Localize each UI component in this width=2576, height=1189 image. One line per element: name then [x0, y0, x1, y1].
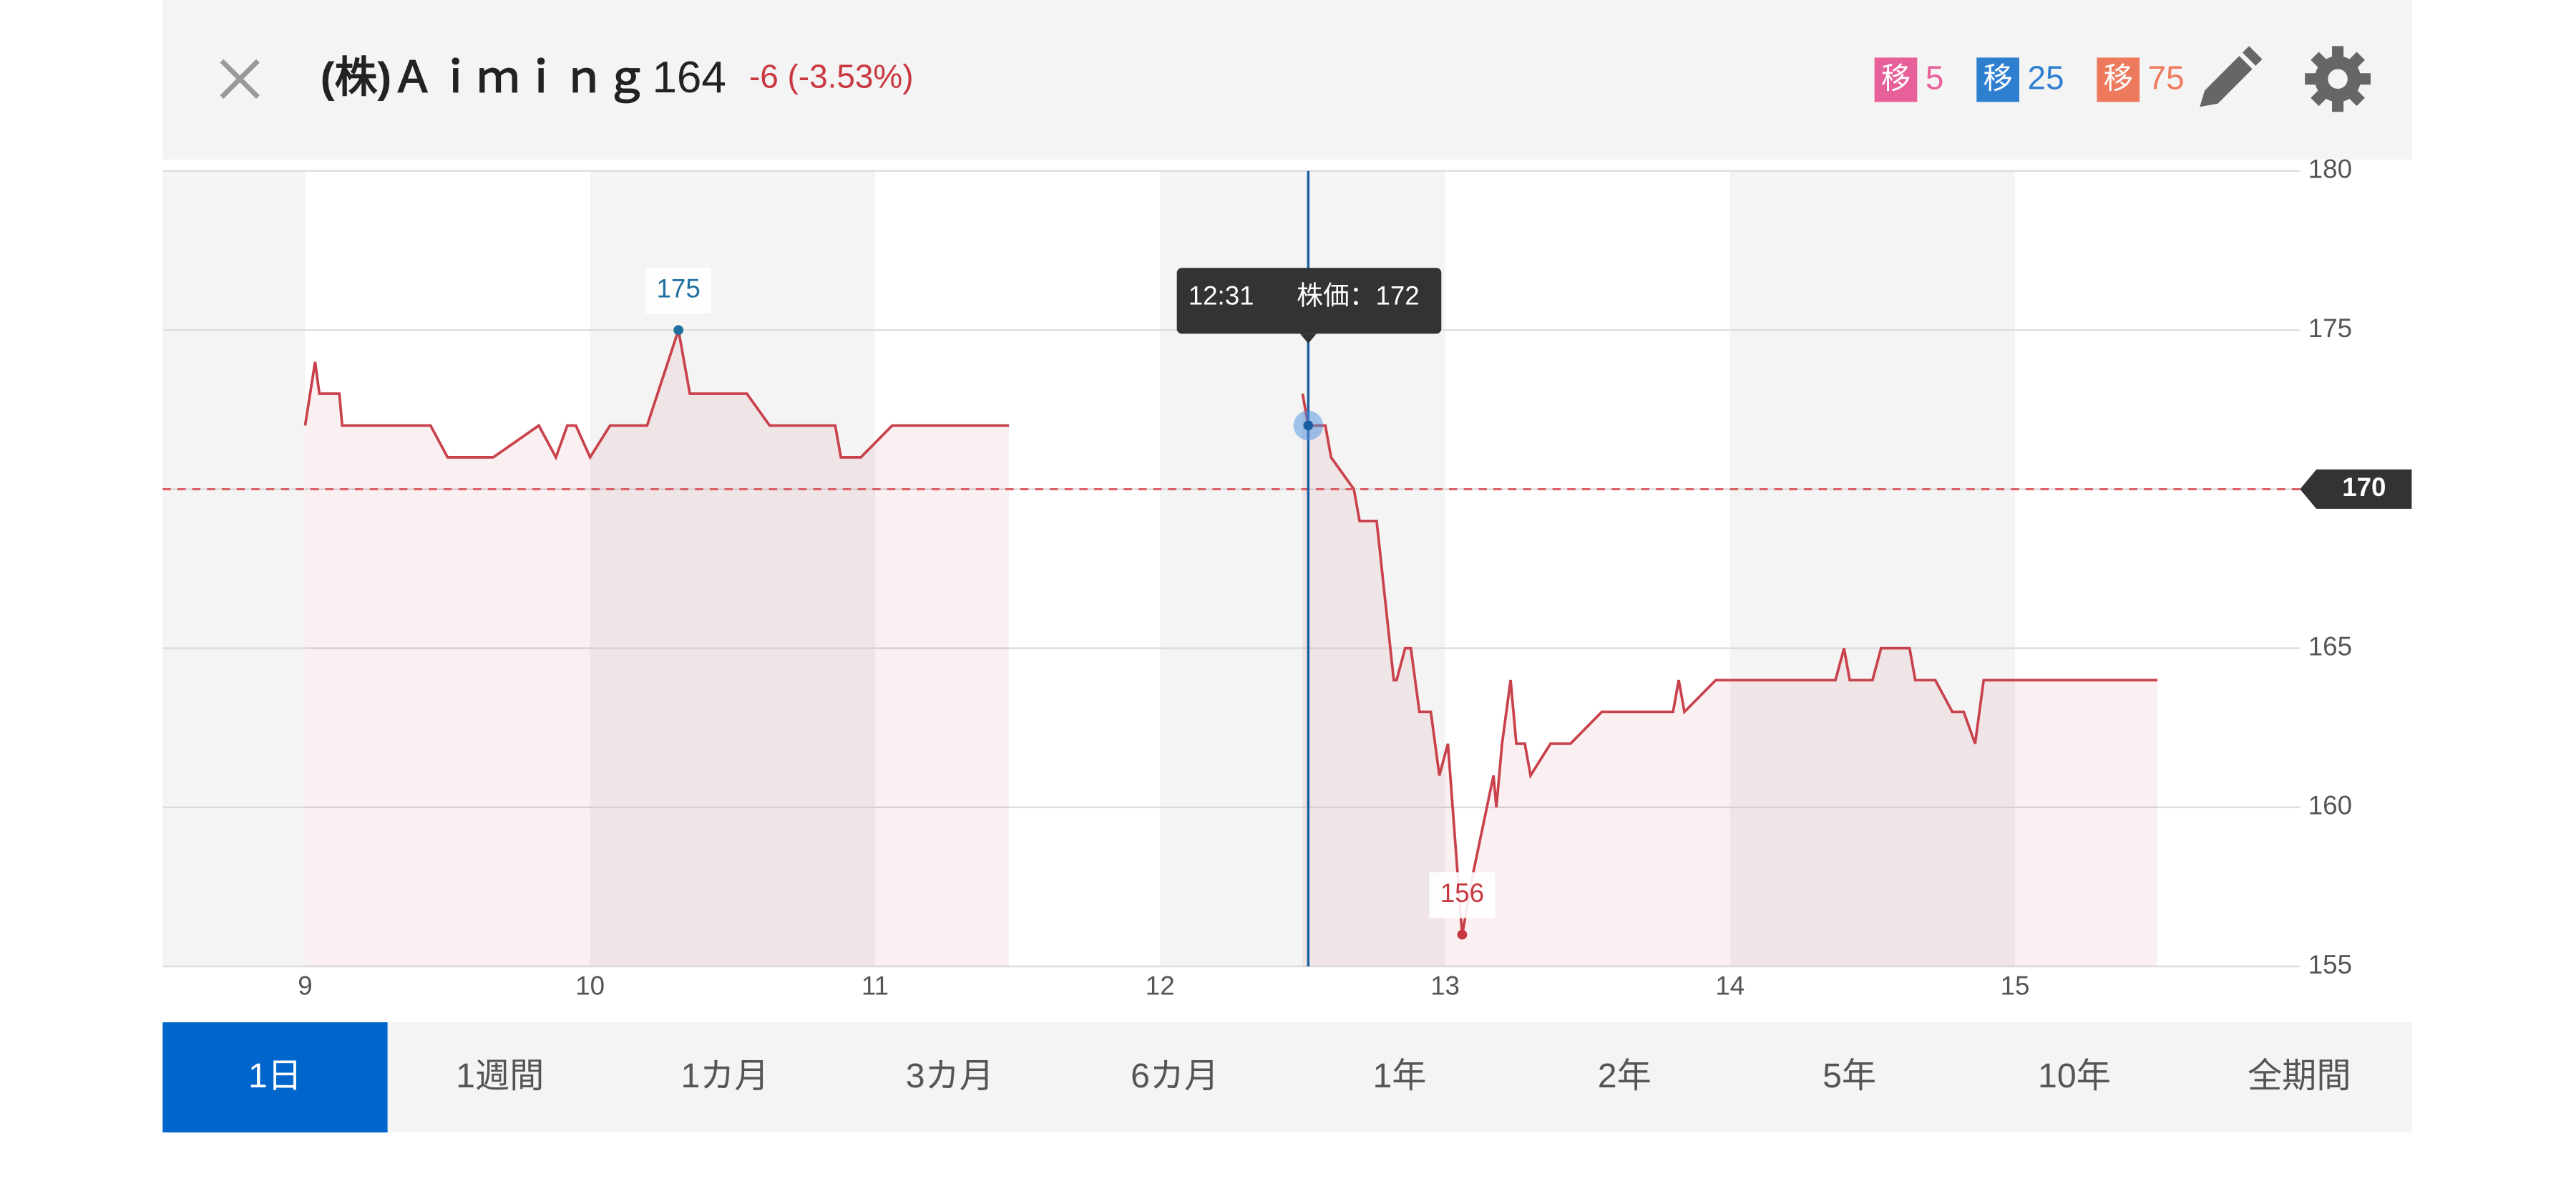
- low-label-point: [1457, 929, 1468, 940]
- tab-label[interactable]: 1カ月: [680, 1057, 769, 1095]
- x-tick-label: 10: [575, 971, 605, 1001]
- legend-badge: [2097, 57, 2140, 102]
- x-tick-label: 13: [1430, 971, 1460, 1001]
- high-label-box: [645, 267, 712, 314]
- close-button[interactable]: [220, 59, 260, 99]
- tab-label[interactable]: 10年: [2038, 1057, 2111, 1095]
- plot-area: 1551601651701751809101112131415175156170…: [162, 155, 2412, 1001]
- tab-label[interactable]: 2年: [1598, 1057, 1652, 1095]
- legend-badge-text: 移: [2104, 62, 2133, 94]
- stock-title: (株)Ａｉｍｉｎｇ: [321, 53, 648, 103]
- tab-label[interactable]: 3カ月: [906, 1057, 994, 1095]
- x-tick-label: 9: [298, 971, 312, 1001]
- edit-button[interactable]: [2200, 46, 2263, 107]
- tooltip-value: 株価：172: [1297, 281, 1419, 310]
- tab-bar: [162, 1022, 2412, 1132]
- low-label: 156: [1440, 878, 1484, 908]
- legend-badge-text: 移: [1881, 62, 1911, 94]
- x-tick-label: 12: [1146, 971, 1175, 1001]
- x-tick-label: 14: [1715, 971, 1745, 1001]
- time-band: [590, 170, 875, 967]
- y-tick-label: 165: [2308, 631, 2352, 661]
- legend-badge-text: 移: [1983, 62, 2012, 94]
- price-line: [303, 329, 2158, 935]
- legend-badge: [1976, 57, 2019, 102]
- tab-label[interactable]: 1週間: [456, 1057, 544, 1095]
- y-tick-label: 155: [2308, 950, 2352, 979]
- legend-label: 5: [1926, 59, 1944, 97]
- reference-label: 170: [2342, 472, 2386, 502]
- header-bar: [162, 0, 2412, 160]
- high-label: 175: [657, 274, 701, 304]
- settings-button[interactable]: [2305, 46, 2371, 112]
- y-tick-label: 160: [2308, 791, 2352, 820]
- tooltip-time: 12:31: [1189, 281, 1254, 310]
- legend: 移 5 移 25 移 75: [1874, 57, 2185, 102]
- tab-label[interactable]: 5年: [1823, 1057, 1876, 1095]
- cursor-point: [1303, 420, 1314, 431]
- period-tabs: 1日 1週間 1カ月 3カ月 6カ月 1年 2年 5年 10年 全期間: [162, 1022, 2412, 1132]
- x-tick-label: 11: [862, 971, 889, 1001]
- time-band: [162, 170, 306, 967]
- time-band: [1729, 170, 2016, 967]
- tab-label[interactable]: 1年: [1373, 1057, 1427, 1095]
- y-tick-label: 175: [2308, 314, 2352, 343]
- tooltip-arrow: [1299, 334, 1317, 344]
- y-tick-label: 180: [2308, 155, 2352, 184]
- reference-tag: [2300, 469, 2412, 509]
- legend-label: 75: [2148, 59, 2185, 97]
- price-area: [305, 330, 2158, 967]
- tab-label[interactable]: 6カ月: [1131, 1057, 1219, 1095]
- tab-label[interactable]: 全期間: [2248, 1057, 2351, 1095]
- tooltip-box: [1176, 268, 1442, 334]
- x-tick-label: 15: [2001, 971, 2030, 1001]
- legend-badge: [1874, 57, 1918, 102]
- legend-label: 25: [2027, 59, 2064, 97]
- tab-label[interactable]: 1日: [248, 1057, 302, 1095]
- stock-price: 164: [652, 53, 726, 102]
- low-label-box: [1429, 872, 1496, 918]
- tab-active-bg[interactable]: [162, 1022, 388, 1132]
- price-change: -6 (-3.53%): [749, 57, 914, 94]
- high-label-point: [673, 325, 684, 335]
